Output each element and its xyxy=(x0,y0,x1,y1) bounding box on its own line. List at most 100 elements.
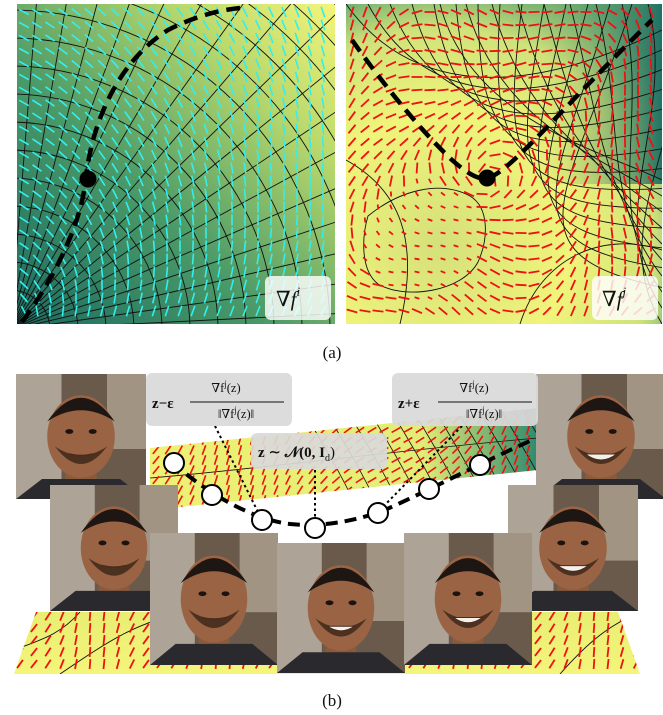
sample-point xyxy=(202,485,222,505)
right-arrow xyxy=(454,219,459,220)
right-arrow xyxy=(625,72,626,83)
left-arrow xyxy=(310,163,311,174)
right-arrow xyxy=(438,77,449,78)
left-arrow xyxy=(166,228,167,239)
right-arrow xyxy=(490,37,501,38)
sample-point xyxy=(252,510,272,530)
surface-arrow xyxy=(452,506,459,513)
floor-arrow xyxy=(17,636,23,644)
surface-arrow xyxy=(190,435,194,444)
surface-arrow xyxy=(178,426,183,435)
left-arrow xyxy=(232,202,233,213)
left-arrow xyxy=(128,280,129,291)
floor-arrow xyxy=(90,611,91,621)
left-arrow xyxy=(323,202,324,213)
right-arrow xyxy=(516,11,527,12)
surface-arrow xyxy=(227,425,230,435)
surface-arrow xyxy=(344,417,352,423)
floor-arrow xyxy=(594,635,595,645)
right-arrow xyxy=(425,90,436,91)
caption-b: (b) xyxy=(322,691,342,710)
right-arrow xyxy=(415,245,420,246)
surface-arrow xyxy=(380,408,389,413)
surface-arrow xyxy=(465,496,471,504)
surface-arrow xyxy=(490,476,495,485)
right-arrow xyxy=(599,228,600,239)
left-arrow xyxy=(231,189,232,200)
surface-arrow xyxy=(344,507,352,513)
right-arrow xyxy=(477,194,488,195)
surface-arrow xyxy=(416,507,424,512)
surface-arrow xyxy=(477,496,483,504)
floor-arrow xyxy=(103,623,104,633)
left-arrow xyxy=(245,189,246,200)
right-arrow xyxy=(402,258,407,259)
floor-arrow xyxy=(17,612,23,620)
formula-minus-den: ‖∇fj(z)‖ xyxy=(218,405,254,421)
left-arrow xyxy=(258,189,259,200)
surface-arrow xyxy=(465,486,471,494)
right-arrow xyxy=(612,241,613,252)
right-arrow xyxy=(389,285,394,286)
floor-arrow xyxy=(90,647,91,657)
face-top-right xyxy=(404,533,532,665)
right-arrow xyxy=(417,163,418,174)
surface-arrow xyxy=(490,506,495,515)
surface-arrow xyxy=(356,407,364,413)
surface-arrow xyxy=(321,406,328,413)
right-arrow xyxy=(454,232,459,233)
surface-arrow xyxy=(321,416,328,423)
face-mid-right xyxy=(277,543,405,673)
surface-arrow xyxy=(274,505,278,514)
right-arrow xyxy=(467,220,472,221)
surface-arrow xyxy=(153,426,159,434)
left-arrow xyxy=(115,267,116,278)
right-arrow xyxy=(651,72,652,83)
left-path-point xyxy=(80,171,97,188)
face-top-left xyxy=(16,374,146,499)
floor-arrow xyxy=(634,636,639,645)
floor-arrow xyxy=(103,635,104,645)
right-arrow xyxy=(477,50,488,51)
formula-minus-num: ∇fj(z) xyxy=(211,379,240,395)
surface-arrow xyxy=(404,488,413,493)
surface-arrow xyxy=(380,418,389,423)
left-arrow xyxy=(89,280,90,291)
surface-arrow xyxy=(477,486,483,494)
right-arrow xyxy=(585,124,586,135)
formula-plus-box: z+ε ∇fj(z) ‖∇fj(z)‖ xyxy=(392,373,538,426)
right-arrow xyxy=(477,64,488,65)
right-arrow xyxy=(425,24,436,25)
right-arrow xyxy=(612,202,613,213)
right-arrow xyxy=(598,267,599,278)
surface-arrow xyxy=(239,425,242,435)
right-arrow xyxy=(378,205,379,210)
surface-arrow xyxy=(440,487,448,493)
left-arrow xyxy=(271,176,272,187)
floor-arrow xyxy=(90,635,91,645)
left-arrow xyxy=(271,215,272,226)
left-arrow xyxy=(192,215,193,226)
left-arrow xyxy=(258,228,259,239)
sample-point xyxy=(368,503,388,523)
surface-arrow xyxy=(368,497,377,502)
surface-arrow xyxy=(297,416,302,424)
surface-arrow xyxy=(286,496,291,505)
right-arrow xyxy=(438,89,449,90)
surface-arrow xyxy=(368,417,377,422)
left-arrow xyxy=(323,150,324,161)
left-arrow xyxy=(309,215,310,226)
right-arrow xyxy=(464,64,475,65)
floor-arrow xyxy=(17,624,23,632)
right-arrow xyxy=(412,38,423,39)
surface-arrow xyxy=(332,507,339,514)
right-arrow xyxy=(534,163,535,174)
right-arrow xyxy=(402,285,407,286)
floor-arrow xyxy=(607,623,608,633)
left-arrow xyxy=(127,254,128,265)
floor-arrow xyxy=(621,611,624,621)
right-arrow xyxy=(516,285,527,286)
left-arrow xyxy=(141,254,142,265)
left-arrow xyxy=(193,254,194,265)
